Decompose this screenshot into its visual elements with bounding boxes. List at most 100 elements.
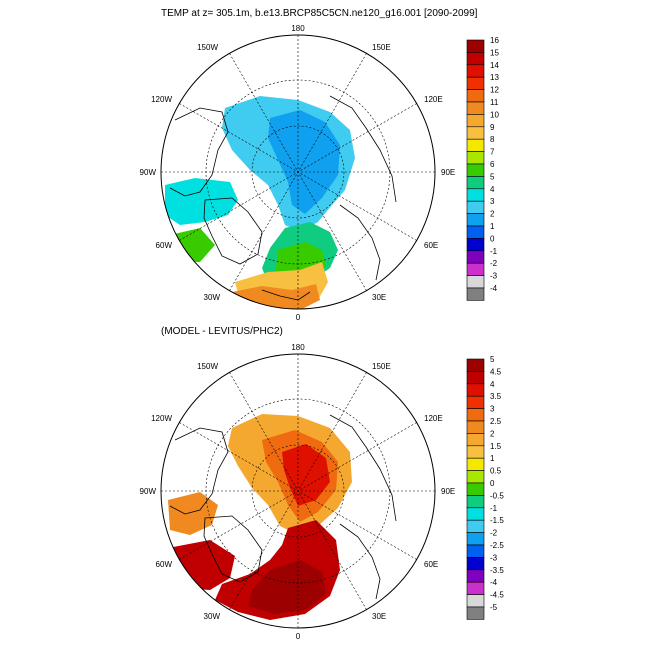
p1-colorbar-label-17: -1: [490, 247, 498, 256]
p1-colorbar-label-2: 14: [490, 61, 499, 70]
p2-left-orange: [168, 492, 218, 535]
p1-colorbar-box-7: [466, 126, 485, 140]
p1-colorbar-box-14: [466, 213, 485, 227]
p2-colorbar-label-5: 2.5: [490, 417, 502, 426]
p1-lon-30w: 30W: [204, 293, 221, 302]
p1-colorbar-box-15: [466, 225, 485, 239]
p1-colorbar-label-9: 7: [490, 148, 495, 157]
p1-colorbar-box-10: [466, 163, 485, 177]
p2-colorbar-label-17: -3.5: [490, 566, 504, 575]
p1-colorbar-box-6: [466, 114, 485, 128]
p2-colorbar-label-4: 3: [490, 405, 495, 414]
p2-colorbar-label-19: -4.5: [490, 591, 504, 600]
p1-colorbar-label-8: 8: [490, 135, 495, 144]
p2-colorbar-box-16: [466, 557, 485, 571]
p1-lon-90w: 90W: [140, 168, 157, 177]
p2-colorbar-box-15: [466, 544, 485, 558]
p2-left-red: [168, 540, 235, 590]
p1-colorbar-label-0: 16: [490, 36, 499, 45]
p2-atlantic-dark-red: [248, 560, 326, 614]
p1-colorbar-box-1: [466, 52, 485, 66]
p1-colorbar-box-4: [466, 89, 485, 103]
p1-colorbar-label-10: 6: [490, 160, 495, 169]
p1-lon-60w: 60W: [156, 241, 173, 250]
panel-1-coastlines: [169, 95, 397, 301]
p2-colorbar-label-6: 2: [490, 429, 495, 438]
p2-colorbar-label-7: 1.5: [490, 442, 502, 451]
panel-2-graticule: [161, 354, 435, 628]
p2-colorbar-box-18: [466, 581, 485, 595]
p2-lon-90e: 90E: [441, 487, 455, 496]
p2-colorbar-label-18: -4: [490, 578, 498, 587]
p2-lon-30e: 30E: [372, 612, 386, 621]
p2-colorbar-box-17: [466, 569, 485, 583]
p1-colorbar-label-4: 12: [490, 86, 499, 95]
p2-lon-120e: 120E: [424, 414, 443, 423]
p2-lon-150e: 150E: [372, 362, 391, 371]
p2-colorbar-label-10: 0: [490, 479, 495, 488]
p1-colorbar-label-14: 2: [490, 210, 495, 219]
p1-colorbar-box-5: [466, 101, 485, 115]
p2-colorbar-box-12: [466, 507, 485, 521]
p1-colorbar-box-2: [466, 64, 485, 78]
p2-lon-90w: 90W: [140, 487, 157, 496]
panel-1-map: 180 0 90W 90E 150W 120W 150E 120E 60W 30…: [140, 24, 456, 322]
p2-colorbar-box-11: [466, 495, 485, 509]
p2-colorbar-label-0: 5: [490, 355, 495, 364]
p1-lon-30e: 30E: [372, 293, 386, 302]
p1-colorbar-label-15: 1: [490, 222, 495, 231]
p2-basin-red: [282, 444, 330, 506]
p2-colorbar-label-12: -1: [490, 504, 498, 513]
p2-colorbar-label-20: -5: [490, 603, 498, 612]
p1-colorbar-label-5: 11: [490, 98, 499, 107]
p2-colorbar-label-11: -0.5: [490, 491, 504, 500]
p2-colorbar-box-10: [466, 482, 485, 496]
p1-colorbar-label-6: 10: [490, 110, 499, 119]
p1-colorbar-label-18: -2: [490, 259, 498, 268]
p2-lon-0: 0: [296, 632, 301, 641]
p1-colorbar-box-20: [466, 287, 485, 301]
p1-colorbar-label-3: 13: [490, 73, 499, 82]
p1-colorbar-box-3: [466, 76, 485, 90]
p1-lon-150w: 150W: [197, 43, 218, 52]
p2-colorbar-label-8: 1: [490, 454, 495, 463]
p1-lon-90e: 90E: [441, 168, 455, 177]
p1-colorbar-label-20: -4: [490, 284, 498, 293]
p2-colorbar-box-19: [466, 594, 485, 608]
p2-colorbar-box-1: [466, 371, 485, 385]
panel-1-title: TEMP at z= 305.1m, b.e13.BRCP85C5CN.ne12…: [161, 8, 478, 19]
p1-colorbar-box-16: [466, 238, 485, 252]
panel-2-map-border: [160, 353, 436, 629]
p1-colorbar-box-17: [466, 250, 485, 264]
p2-colorbar-label-3: 3.5: [490, 392, 502, 401]
p1-colorbar-box-13: [466, 200, 485, 214]
panel-2-coastlines: [169, 414, 397, 600]
p2-colorbar-box-4: [466, 408, 485, 422]
p2-colorbar-label-1: 4.5: [490, 367, 502, 376]
p2-colorbar-label-13: -1.5: [490, 516, 504, 525]
p1-colorbar-box-8: [466, 138, 485, 152]
p2-colorbar-box-6: [466, 433, 485, 447]
p2-colorbar-box-14: [466, 532, 485, 546]
p2-colorbar-label-16: -3: [490, 553, 498, 562]
p1-lon-120e: 120E: [424, 95, 443, 104]
p2-colorbar-label-9: 0.5: [490, 467, 502, 476]
p2-colorbar-box-20: [466, 606, 485, 620]
panel-2-map: 180 0 90W 90E 150W 120W 150E 120E 60W 30…: [140, 343, 456, 641]
p2-colorbar-label-2: 4: [490, 380, 495, 389]
p1-colorbar-box-19: [466, 275, 485, 289]
p1-cyan-region-left: [165, 178, 238, 225]
p1-colorbar-label-13: 3: [490, 197, 495, 206]
p2-lon-180: 180: [291, 343, 305, 352]
p2-colorbar-box-13: [466, 519, 485, 533]
panel-1-graticule: [161, 35, 435, 309]
p2-colorbar-box-7: [466, 445, 485, 459]
p2-lon-150w: 150W: [197, 362, 218, 371]
panel-2-colorbar: 5 4.5 4 3.5 3 2.5 2 1.5 1 0.5 0 -0.5 -1 -1.5 -2 -2.5 -3 -…: [466, 355, 504, 620]
p2-colorbar-box-5: [466, 420, 485, 434]
panel-1-map-border: [160, 34, 436, 310]
p1-lon-0: 0: [296, 313, 301, 322]
p1-colorbar-box-12: [466, 188, 485, 202]
